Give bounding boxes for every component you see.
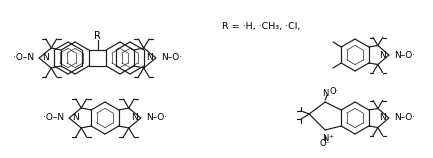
Text: N–O·: N–O· [394, 51, 415, 60]
Text: N–O·: N–O· [146, 113, 167, 122]
Text: N: N [42, 54, 49, 63]
Text: +: + [328, 134, 333, 139]
Text: R: R [94, 31, 101, 41]
Text: ·O–N: ·O–N [43, 113, 64, 122]
Text: N: N [322, 89, 328, 98]
Text: N: N [379, 51, 386, 60]
Text: N: N [146, 54, 153, 63]
Text: O⁻: O⁻ [320, 139, 331, 148]
Text: R = ·H, ·CH₃, ·Cl,: R = ·H, ·CH₃, ·Cl, [222, 21, 301, 30]
Text: N: N [131, 113, 138, 122]
Text: N–O·: N–O· [394, 113, 415, 122]
Text: O·: O· [329, 88, 339, 97]
Text: N–O·: N–O· [161, 54, 182, 63]
Text: N: N [322, 134, 328, 143]
Text: N: N [72, 113, 79, 122]
Text: ·O–N: ·O–N [13, 54, 34, 63]
Text: N: N [379, 113, 386, 122]
